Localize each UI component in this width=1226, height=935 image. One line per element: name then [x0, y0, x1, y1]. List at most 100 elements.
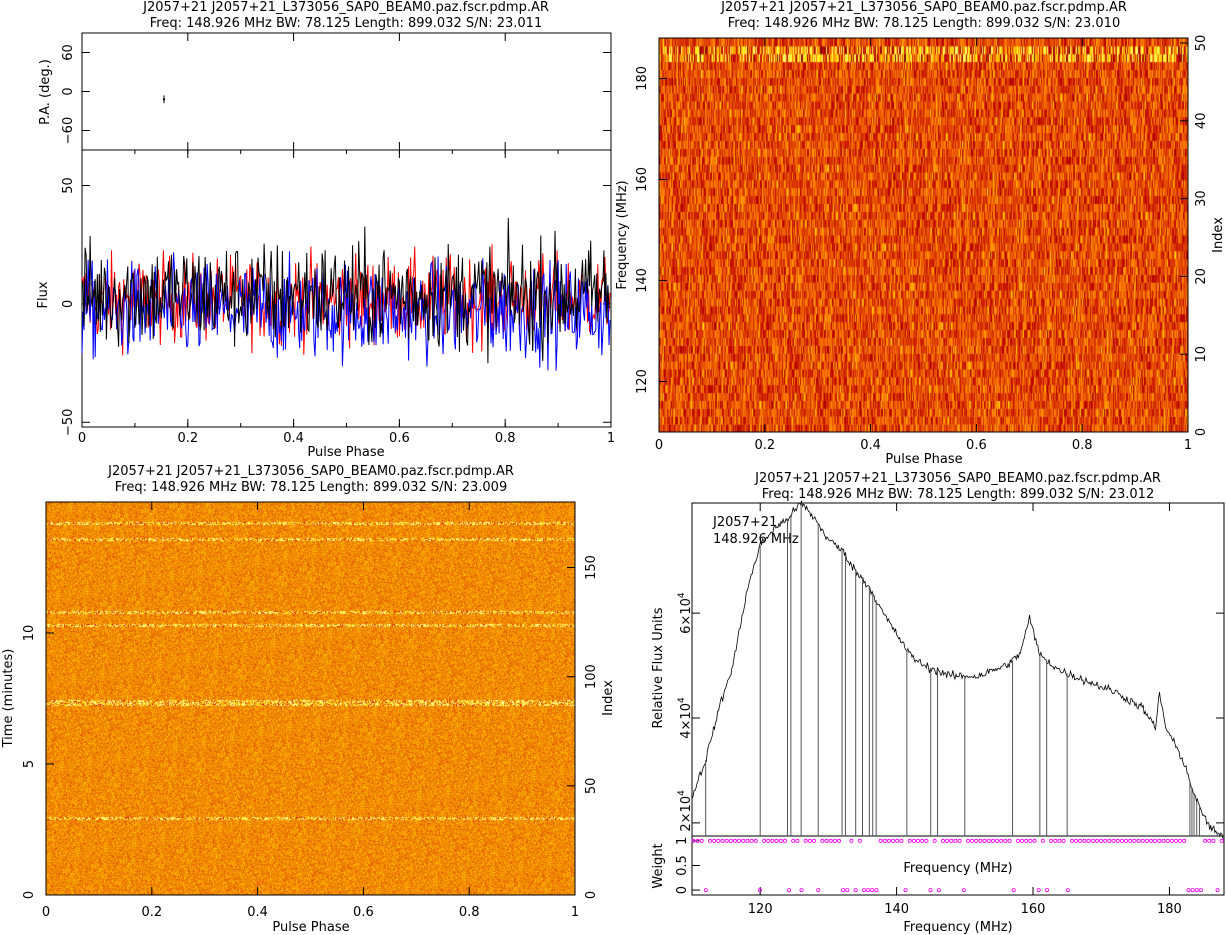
bandpass-ylabel: Relative Flux Units — [651, 607, 666, 728]
freqphase-ylabel: Frequency (MHz) — [615, 180, 630, 289]
weight-point — [911, 838, 916, 843]
index-y-tick-label: 100 — [584, 664, 599, 689]
freqphase-y2label: Index — [1211, 217, 1226, 253]
weight-point — [1203, 838, 1208, 843]
weight-point — [1015, 838, 1020, 843]
weight-point — [791, 838, 796, 843]
weight-inner-label: Frequency (MHz) — [903, 861, 1012, 876]
weight-point — [749, 838, 754, 843]
weight-point — [1149, 838, 1154, 843]
weight-point — [778, 838, 783, 843]
weight-point — [1107, 838, 1112, 843]
weight-point — [803, 838, 808, 843]
weight-point — [970, 838, 975, 843]
weight-point — [1090, 838, 1095, 843]
weight-point — [1115, 838, 1120, 843]
timephase-x-tick-label: 0 — [42, 905, 50, 920]
weight-point — [807, 838, 812, 843]
weight-point — [1169, 838, 1174, 843]
weight-point — [1215, 888, 1220, 893]
timephase-xlabel: Pulse Phase — [272, 920, 349, 935]
weight-point — [1024, 838, 1029, 843]
freqphase-x-tick-label: 0 — [655, 438, 663, 453]
weight-y-tick-label: 0.5 — [675, 855, 690, 876]
timephase-x-tick-label: 0.4 — [247, 905, 268, 920]
bandpass-subtitle: Freq: 148.926 MHz BW: 78.125 Length: 899… — [762, 487, 1154, 502]
weight-point — [820, 838, 825, 843]
weight-point — [1049, 838, 1054, 843]
weight-y-tick-label: 1 — [675, 837, 690, 845]
profile-xlabel: Pulse Phase — [307, 445, 384, 460]
time-phase-heatmap — [46, 502, 575, 895]
weight-point — [945, 838, 950, 843]
weight-point — [1128, 838, 1133, 843]
weight-point — [1144, 838, 1149, 843]
weight-point — [895, 838, 900, 843]
pa-y-tick-label: 60 — [61, 44, 76, 61]
weight-point — [1119, 838, 1124, 843]
profile-title: J2057+21 J2057+21_L373056_SAP0_BEAM0.paz… — [142, 0, 549, 15]
weight-point — [1124, 838, 1129, 843]
series-I-line — [81, 217, 611, 364]
weight-point — [1045, 888, 1050, 893]
pa-ylabel: P.A. (deg.) — [38, 59, 53, 125]
timephase-y2label: Index — [601, 680, 616, 716]
timephase-frame — [45, 501, 576, 896]
weight-point — [986, 838, 991, 843]
weight-point — [1194, 888, 1199, 893]
exponent: 4 — [677, 697, 687, 703]
frequency-phase-heatmap — [659, 38, 1188, 432]
time-y-tick-label: 10 — [22, 625, 37, 642]
weight-point — [978, 838, 983, 843]
weight-point — [1011, 888, 1016, 893]
time-y-tick-label: 0 — [22, 891, 37, 899]
freq-y-tick-label: 180 — [635, 66, 650, 91]
weight-point — [1178, 838, 1183, 843]
weight-point — [799, 888, 804, 893]
index-y-tick-label: 50 — [584, 778, 599, 795]
weight-point — [1136, 838, 1141, 843]
flux-y-tick-label: 50 — [61, 177, 76, 194]
weight-point — [1198, 888, 1203, 893]
weight-point — [1074, 838, 1079, 843]
index-y-tick-label: 0 — [584, 891, 599, 899]
index-y-tick-label: 10 — [1194, 346, 1209, 363]
weight-point — [1173, 838, 1178, 843]
bandpass-x-tick-label: 160 — [1021, 902, 1046, 917]
weight-point — [795, 838, 800, 843]
weight-point — [703, 888, 708, 893]
freqphase-xlabel: Pulse Phase — [885, 452, 962, 467]
weight-point — [1028, 838, 1033, 843]
weight-point — [716, 838, 721, 843]
weight-point — [841, 888, 846, 893]
weight-point — [782, 838, 787, 843]
weight-point — [1078, 838, 1083, 843]
weight-point — [699, 838, 704, 843]
weight-point — [728, 838, 733, 843]
weight-point — [1053, 838, 1058, 843]
index-y-tick-label: 0 — [1194, 428, 1209, 436]
weight-point — [1165, 838, 1170, 843]
pa-y-tick-label: 0 — [61, 87, 76, 95]
weight-point — [762, 838, 767, 843]
weight-point — [816, 888, 821, 893]
weight-point — [832, 838, 837, 843]
weight-point — [1065, 888, 1070, 893]
weight-point — [995, 838, 1000, 843]
weight-point — [903, 888, 908, 893]
weight-point — [870, 888, 875, 893]
weight-point — [1190, 888, 1195, 893]
bandpass-annotation-freq: 148.926 MHz — [713, 532, 799, 547]
weight-point — [932, 838, 937, 843]
weight-point — [732, 838, 737, 843]
bandpass-x-tick-label: 140 — [884, 902, 909, 917]
profile-x-tick-label: 0.4 — [283, 431, 304, 446]
weight-point — [1040, 838, 1045, 843]
bandpass-xlabel: Frequency (MHz) — [903, 920, 1012, 935]
weight-point — [1111, 838, 1116, 843]
weight-point — [928, 888, 933, 893]
bandpass-line — [691, 499, 1224, 839]
freqphase-x-tick-label: 1 — [1184, 438, 1192, 453]
weight-point — [1020, 838, 1025, 843]
weight-point — [965, 838, 970, 843]
